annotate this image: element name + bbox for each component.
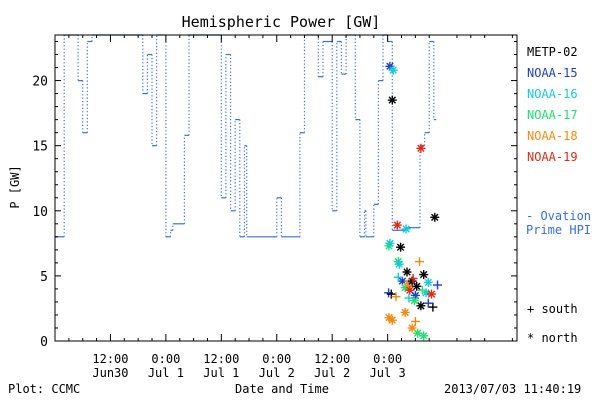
point-stroke (410, 296, 419, 305)
north-point (387, 95, 397, 105)
north-point (387, 315, 397, 325)
north-point (394, 259, 404, 269)
point-stroke (424, 278, 432, 287)
south-point (410, 317, 420, 326)
x-tick-label-time: 12:00 (92, 352, 128, 366)
legend: METP-02 NOAA-15 NOAA-16 NOAA-17 NOAA-18 NOAA-… (526, 45, 591, 345)
legend-entry: NOAA-15 (527, 66, 578, 80)
point-stroke (396, 243, 405, 251)
x-tick-label-date: Jun30 (92, 366, 128, 380)
south-point (408, 274, 418, 283)
y-tick-label: 5 (40, 270, 48, 285)
south-point (386, 289, 396, 299)
point-stroke (417, 302, 425, 310)
north-point (416, 301, 426, 311)
y-tick-label: 0 (40, 335, 48, 350)
point-stroke (388, 96, 396, 104)
north-point (385, 238, 395, 248)
marker-legend-entry: * north (527, 331, 578, 345)
legend-entry: NOAA-18 (527, 129, 578, 143)
x-tick-label-time: 0:00 (262, 352, 291, 366)
point-stroke (413, 329, 422, 337)
x-tick-label-date: Jul 2 (314, 366, 350, 380)
north-point (419, 270, 429, 280)
north-point (430, 212, 440, 222)
south-point (428, 302, 438, 312)
legend-entry: METP-02 (527, 45, 578, 59)
north-point (402, 267, 412, 277)
y-axis-label: P [GW] (8, 165, 22, 208)
north-point (405, 285, 415, 295)
south-point (391, 292, 401, 302)
x-axis-label: Date and Time (235, 382, 329, 396)
point-stroke (427, 290, 436, 298)
north-point (423, 277, 433, 287)
y-tick-label: 15 (32, 140, 48, 155)
legend-ovation-line1: - Ovation (526, 209, 591, 223)
point-stroke (386, 239, 394, 248)
point-stroke (422, 289, 430, 297)
x-tick-label-time: 0:00 (373, 352, 402, 366)
point-stroke (401, 308, 409, 317)
legend-entry: NOAA-19 (527, 150, 578, 164)
point-stroke (413, 282, 421, 291)
x-tick-label-date: Jul 1 (203, 366, 239, 380)
plot-frame (54, 34, 518, 342)
point-stroke (419, 332, 428, 340)
south-point (415, 257, 424, 267)
point-stroke (419, 270, 428, 279)
north-point (416, 143, 426, 153)
legend-ovation-line2: Prime HPI (526, 223, 591, 237)
x-tick-label-time: 12:00 (314, 352, 350, 366)
x-tick-label-time: 12:00 (203, 352, 239, 366)
north-point (401, 224, 411, 234)
north-point (407, 323, 417, 333)
legend-entry: NOAA-17 (527, 108, 578, 122)
north-point (396, 242, 406, 252)
point-stroke (386, 62, 394, 70)
point-stroke (408, 324, 416, 332)
legend-entry: NOAA-16 (527, 87, 578, 101)
x-tick-label-date: Jul 3 (370, 366, 406, 380)
point-stroke (402, 225, 410, 233)
north-point (388, 65, 398, 75)
y-tick-label: 10 (32, 205, 48, 220)
north-point (419, 331, 429, 341)
point-stroke (395, 260, 403, 268)
point-stroke (431, 213, 439, 221)
point-stroke (389, 66, 397, 74)
north-point (427, 289, 436, 299)
marker-legend-entry: + south (527, 302, 578, 316)
point-stroke (388, 316, 396, 324)
footer-left: Plot: CCMC (8, 382, 80, 396)
x-tick-label-date: Jul 2 (259, 366, 295, 380)
point-stroke (406, 286, 414, 294)
point-stroke (398, 277, 407, 285)
footer-right: 2013/07/03 11:40:19 (444, 382, 581, 396)
chart-title: Hemispheric Power [GW] (182, 13, 381, 31)
point-stroke (403, 268, 411, 276)
point-stroke (417, 144, 425, 152)
south-point (393, 272, 403, 282)
y-tick-label: 20 (32, 75, 48, 90)
x-tick-label-date: Jul 1 (148, 366, 184, 380)
north-point (392, 220, 402, 230)
south-point (404, 293, 414, 303)
north-point (400, 307, 410, 317)
x-tick-label-time: 0:00 (151, 352, 180, 366)
south-point (433, 280, 442, 290)
south-point (423, 298, 433, 308)
point-stroke (393, 221, 402, 229)
south-point (417, 285, 427, 295)
